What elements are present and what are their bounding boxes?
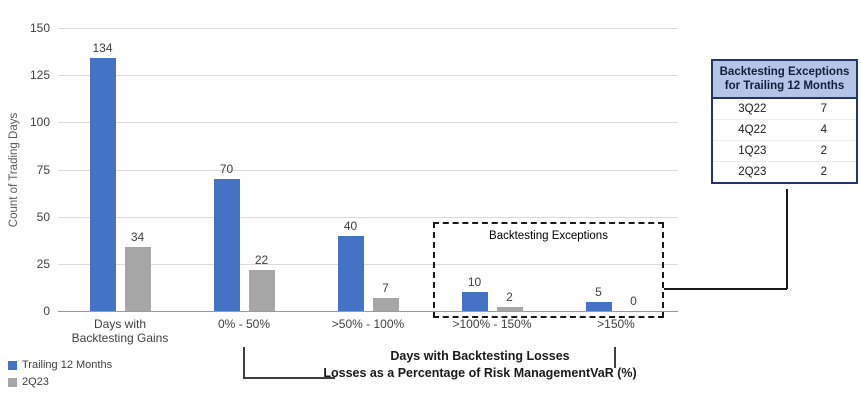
legend-label: 2Q23 [22, 376, 49, 388]
bar-wrap: 134 [89, 41, 116, 311]
y-tick-label: 50 [36, 209, 50, 224]
bar-wrap: 40 [337, 218, 364, 311]
bar-group: 40 7 [306, 218, 430, 311]
table-header: Backtesting Exceptions for Trailing 12 M… [713, 61, 856, 99]
legend-item: 2Q23 [8, 376, 112, 388]
x-axis-title-line2: Losses as a Percentage of Risk Managemen… [323, 366, 637, 380]
bar-trailing-12-months [213, 178, 240, 311]
bar-2q23 [372, 297, 399, 311]
table-cell-count: 4 [820, 124, 828, 136]
y-ticks: 0 25 50 75 100 125 150 [22, 21, 50, 318]
bar-trailing-12-months [585, 301, 612, 311]
legend: Trailing 12 Months 2Q23 [8, 359, 112, 393]
table-row: 2Q23 2 [713, 162, 856, 182]
bar-wrap: 7 [372, 280, 399, 311]
y-tick-label: 0 [43, 304, 50, 318]
bar-wrap: 0 [621, 295, 647, 311]
axis-bracket-right [614, 347, 616, 368]
annotation-box-label: Backtesting Exceptions [489, 230, 608, 242]
bar-wrap: 10 [461, 275, 488, 311]
axis-bracket-horizontal [243, 377, 335, 379]
connector-line-vertical [786, 189, 788, 289]
x-axis-title-line1: Days with Backtesting Losses [390, 349, 570, 363]
table-cell-count: 2 [820, 166, 828, 178]
gridline [58, 75, 678, 77]
x-category-label-text: 0% - 50% [217, 317, 271, 331]
table-row: 1Q23 2 [713, 141, 856, 162]
bar-value-label: 22 [254, 252, 269, 267]
bar-groups: 134 34 70 22 40 7 10 2 5 0 [58, 28, 678, 311]
bar-value-label: 0 [630, 294, 637, 308]
y-tick-label: 125 [29, 68, 50, 83]
x-category-label-text: >50% - 100% [331, 317, 405, 331]
legend-swatch [8, 377, 17, 387]
gridline [58, 169, 678, 171]
table-cell-quarter: 1Q23 [738, 145, 767, 157]
y-tick-label: 100 [29, 115, 50, 130]
bar-trailing-12-months [89, 58, 116, 311]
x-axis-line [58, 311, 678, 312]
x-category-label: 0% - 50% [182, 317, 306, 345]
table-row: 4Q22 4 [713, 120, 856, 141]
gridline [58, 122, 678, 124]
x-category-label: Days with Backtesting Gains [58, 317, 182, 345]
bar-2q23 [496, 307, 523, 311]
y-axis-title: Count of Trading Days [8, 112, 20, 228]
x-category-label: >100% - 150% [430, 317, 554, 345]
bar-value-label: 10 [467, 275, 482, 290]
table-header-line2: for Trailing 12 Months [724, 80, 845, 92]
gridline [58, 263, 678, 265]
table-cell-count: 2 [820, 145, 828, 157]
bar-value-label: 40 [343, 218, 358, 233]
bar-value-label: 70 [219, 161, 234, 176]
gridline [58, 216, 678, 218]
y-tick-label: 75 [36, 162, 50, 177]
gridline [58, 28, 678, 29]
bar-value-label: 5 [595, 284, 602, 299]
x-category-label-text: >150% [597, 317, 635, 331]
backtesting-exceptions-table: Backtesting Exceptions for Trailing 12 M… [711, 59, 858, 184]
table-header-line1: Backtesting Exceptions [719, 66, 850, 78]
table-body: 3Q22 7 4Q22 4 1Q23 2 2Q23 2 [713, 99, 856, 182]
bar-group: 134 34 [58, 42, 182, 311]
bar-group: 70 22 [182, 161, 306, 311]
table-row: 3Q22 7 [713, 99, 856, 120]
bar-wrap: 22 [248, 252, 275, 311]
bar-value-label: 2 [506, 290, 513, 305]
table-cell-quarter: 2Q23 [738, 166, 767, 178]
bar-2q23 [124, 246, 151, 311]
backtesting-exceptions-annotation-box: Backtesting Exceptions [433, 222, 664, 318]
bar-wrap: 2 [496, 290, 523, 311]
plot-area: 134 34 70 22 40 7 10 2 5 0 [58, 28, 678, 312]
bar-value-label: 134 [92, 41, 113, 56]
legend-item: Trailing 12 Months [8, 359, 112, 371]
x-category-label: >150% [554, 317, 678, 345]
bar-trailing-12-months [337, 235, 364, 311]
bar-2q23 [248, 269, 275, 311]
x-category-labels: Days with Backtesting Gains 0% - 50% >50% … [58, 317, 678, 345]
y-tick-label: 150 [29, 21, 50, 35]
axis-bracket-left [243, 347, 245, 378]
table-cell-count: 7 [820, 103, 828, 115]
bar-wrap: 34 [124, 229, 151, 311]
y-tick-label: 25 [36, 256, 50, 271]
legend-label: Trailing 12 Months [22, 359, 113, 371]
connector-line-horizontal [664, 288, 787, 290]
bar-trailing-12-months [461, 292, 488, 311]
legend-swatch [8, 360, 17, 370]
x-category-label-text: Days with Backtesting Gains [71, 317, 169, 345]
bar-wrap: 5 [585, 284, 612, 311]
x-category-label: >50% - 100% [306, 317, 430, 345]
table-cell-quarter: 4Q22 [738, 124, 767, 136]
bar-group: 10 2 [430, 276, 554, 311]
bar-value-label: 7 [382, 280, 389, 295]
bar-value-label: 34 [130, 229, 145, 244]
x-category-label-text: >100% - 150% [452, 317, 532, 331]
table-cell-quarter: 3Q22 [738, 103, 767, 115]
bar-wrap: 70 [213, 161, 240, 311]
